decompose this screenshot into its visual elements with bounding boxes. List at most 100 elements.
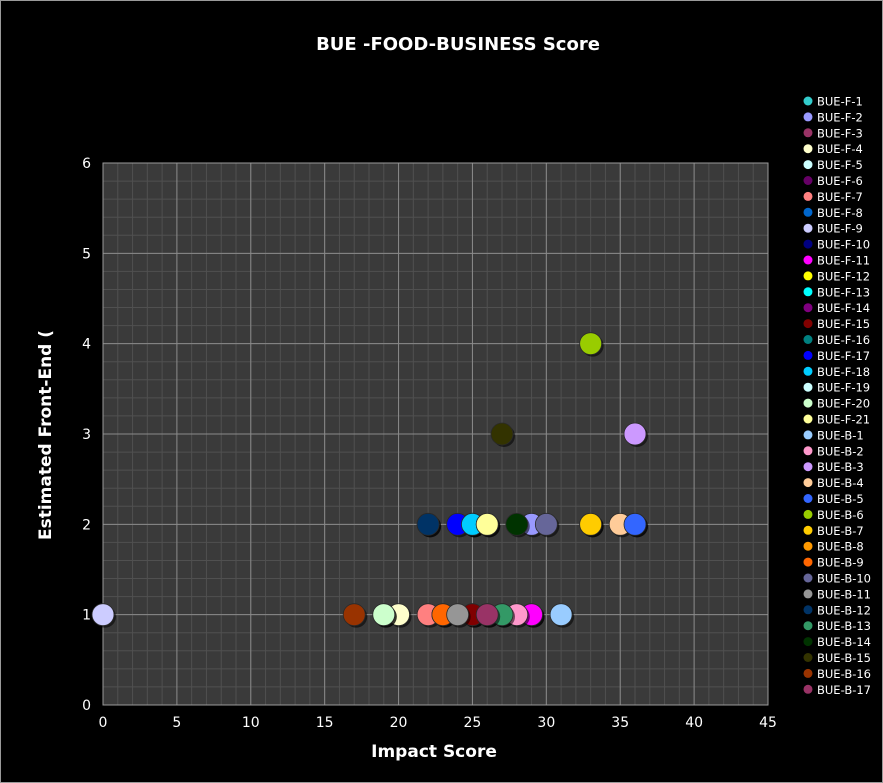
legend-marker [803,573,813,583]
legend-label: BUE-B-13 [817,619,871,633]
legend-label: BUE-F-7 [817,190,863,204]
legend-marker [803,446,813,456]
x-tick-label: 5 [172,715,181,731]
legend-label: BUE-B-10 [817,572,871,586]
x-tick-label: 45 [759,715,777,731]
legend-label: BUE-B-3 [817,460,864,474]
legend-label: BUE-B-2 [817,444,864,458]
plot-border [102,162,769,706]
y-tick-label: 5 [82,246,91,262]
legend-marker [803,350,813,360]
legend-marker [803,319,813,329]
legend-marker [803,366,813,376]
legend-label: BUE-B-11 [817,587,871,601]
legend-label: BUE-F-8 [817,206,863,220]
data-point [475,603,499,627]
legend-label: BUE-F-16 [817,333,870,347]
legend-marker [803,637,813,647]
legend-marker [803,684,813,694]
legend-label: BUE-B-7 [817,524,864,538]
legend-marker [803,589,813,599]
legend-label: BUE-F-10 [817,238,870,252]
legend-label: BUE-F-2 [817,110,863,124]
legend-label: BUE-B-5 [817,492,864,506]
legend-marker [803,128,813,138]
legend-marker [803,191,813,201]
data-point [372,603,396,627]
legend-marker [803,525,813,535]
legend-marker [803,287,813,297]
legend-label: BUE-B-12 [817,603,871,617]
data-point [579,512,603,536]
legend-label: BUE-F-5 [817,158,863,172]
data-point [416,512,440,536]
y-tick-label: 3 [82,427,91,443]
legend-label: BUE-F-15 [817,317,870,331]
x-tick-label: 0 [99,715,108,731]
legend-marker [803,239,813,249]
legend-marker [803,382,813,392]
legend-label: BUE-F-3 [817,126,863,140]
y-tick-label: 1 [82,608,91,624]
legend-label: BUE-B-14 [817,635,871,649]
legend-marker [803,557,813,567]
legend-marker [803,621,813,631]
x-tick-label: 40 [685,715,703,731]
data-point [623,512,647,536]
legend-label: BUE-F-11 [817,254,870,268]
legend-marker [803,223,813,233]
legend-label: BUE-B-17 [817,683,871,697]
x-tick-label: 20 [390,715,408,731]
legend-marker [803,176,813,185]
legend-label: BUE-F-4 [817,142,863,156]
legend-label: BUE-B-6 [817,508,864,522]
legend-label: BUE-B-15 [817,651,871,665]
y-tick-label: 0 [82,698,91,714]
chart-title: BUE -FOOD-BUSINESS Score [316,34,600,55]
data-point [623,422,647,446]
legend-label: BUE-F-19 [817,381,870,395]
legend-marker [803,414,813,424]
legend-marker [803,494,813,503]
data-point [342,603,366,627]
data-point [549,603,573,627]
data-point [490,422,514,446]
y-tick-label: 4 [82,337,91,353]
legend-label: BUE-F-20 [817,397,870,411]
data-point [91,603,115,627]
legend-label: BUE-B-4 [817,476,864,490]
legend-marker [803,430,813,440]
x-tick-label: 35 [611,715,629,731]
legend-label: BUE-F-21 [817,413,870,427]
legend-marker [803,653,813,662]
legend-marker [803,207,813,217]
y-tick-label: 6 [82,156,91,172]
legend-marker [803,605,813,615]
legend-label: BUE-B-9 [817,556,864,570]
legend-marker [803,112,813,122]
legend-marker [803,541,813,551]
legend-marker [803,335,813,344]
legend-marker [803,160,813,170]
legend-label: BUE-F-9 [817,222,863,236]
legend-label: BUE-F-1 [817,95,863,109]
legend-label: BUE-B-8 [817,540,864,554]
legend-label: BUE-F-13 [817,285,870,299]
data-point [475,512,499,536]
data-point [534,512,558,536]
data-point [446,603,470,627]
legend-marker [803,398,813,408]
legend-label: BUE-F-18 [817,365,870,379]
legend-marker [803,271,813,281]
legend-marker [803,255,813,265]
x-tick-label: 30 [537,715,555,731]
legend-marker [803,96,813,106]
x-tick-label: 10 [242,715,260,731]
legend-marker [803,509,813,519]
legend-marker [803,462,813,472]
legend-marker [803,144,813,154]
